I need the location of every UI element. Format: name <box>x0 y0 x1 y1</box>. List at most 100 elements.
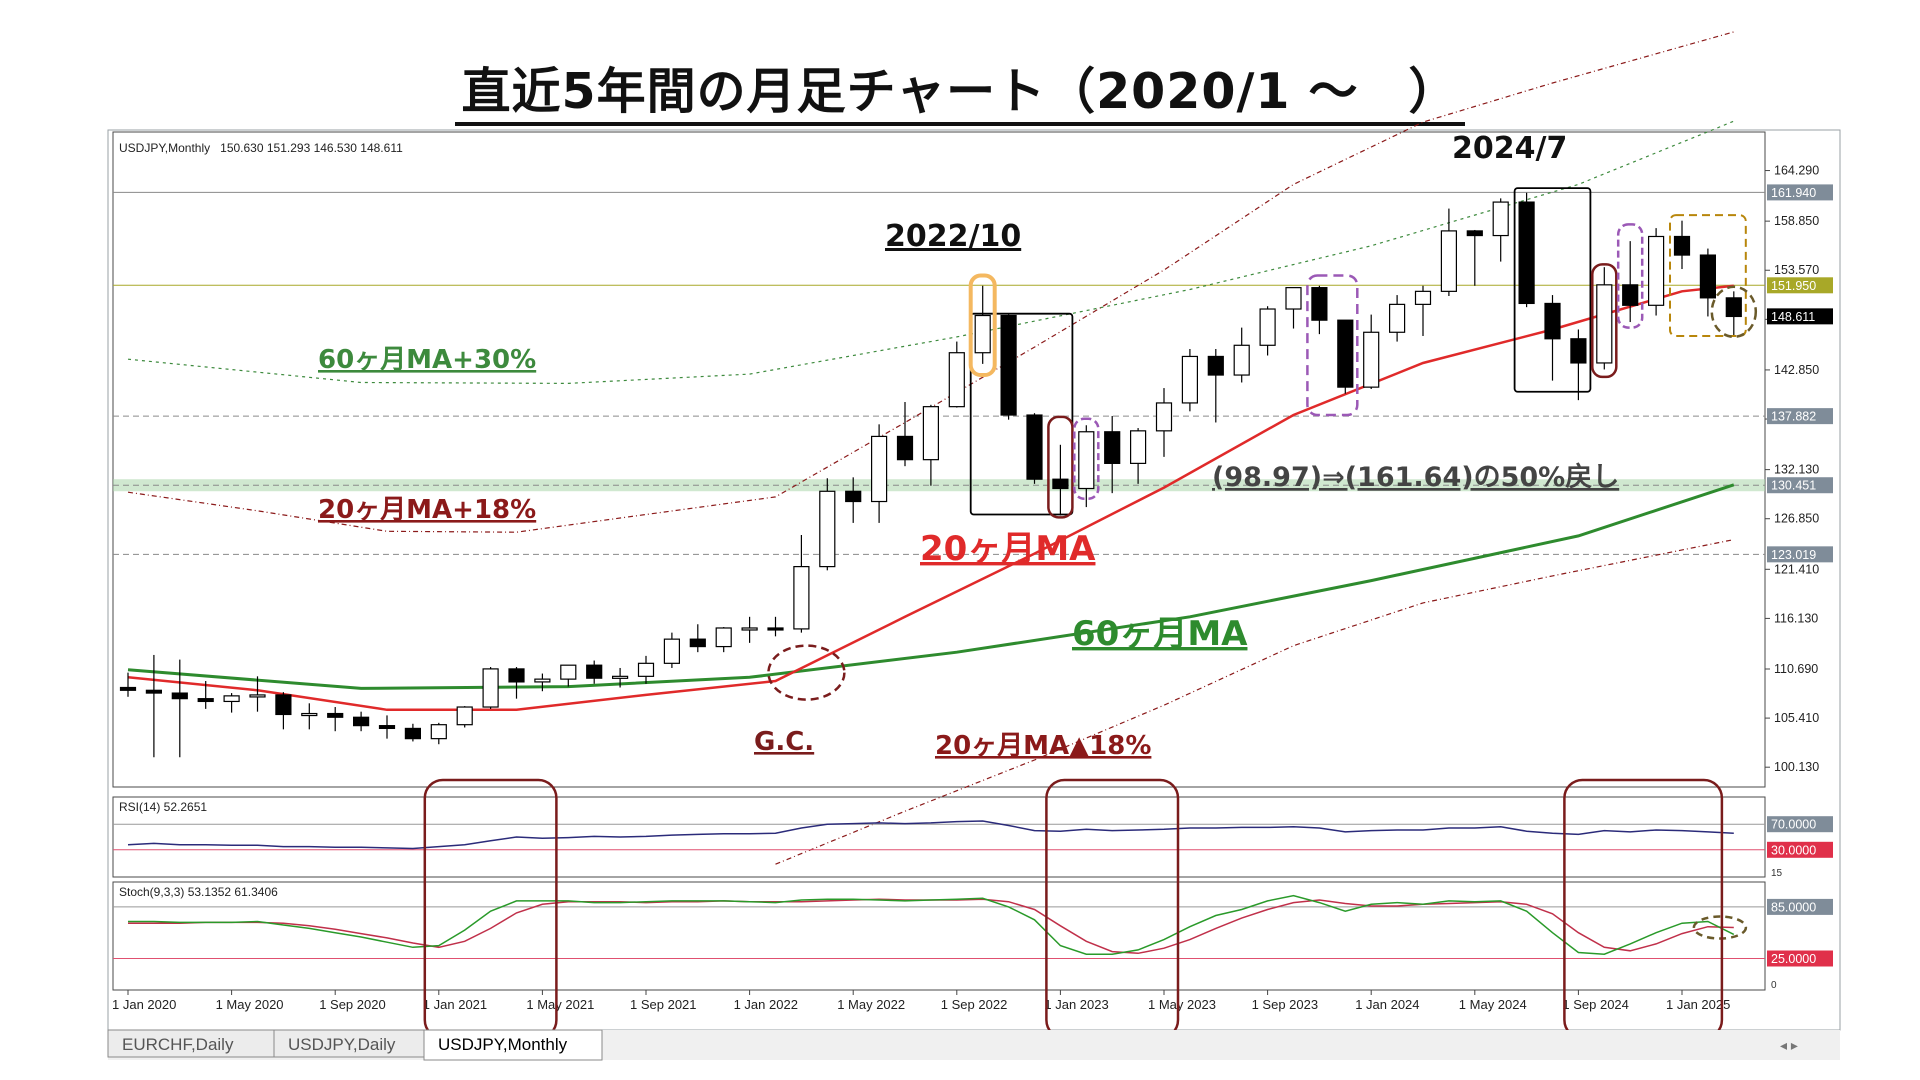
candle <box>482 667 499 709</box>
candle-body <box>715 627 732 648</box>
candle <box>1155 388 1173 457</box>
price-tick-label: 116.130 <box>1774 611 1818 625</box>
candle-body <box>845 490 862 503</box>
candle-body <box>534 678 551 683</box>
candle-body <box>482 668 499 708</box>
price-level-tag-label: 161.940 <box>1771 186 1816 200</box>
price-level-tag <box>1767 308 1833 325</box>
ohlc-values: 150.630 151.293 146.530 148.611 <box>220 141 403 155</box>
candle <box>1207 349 1224 423</box>
candle-body <box>1311 287 1328 321</box>
label-ma60: 60ヶ月MA <box>1072 614 1248 654</box>
price-tick-label: 105.410 <box>1774 711 1819 725</box>
circle-stoch-recent <box>1692 915 1748 940</box>
candle-body <box>974 314 991 354</box>
candle <box>767 616 784 637</box>
candle-body <box>1207 355 1224 376</box>
stoch-level-tag <box>1767 950 1833 967</box>
candle <box>1337 319 1354 394</box>
candle-body <box>1673 235 1691 256</box>
candle <box>145 654 162 758</box>
candle-body <box>1233 344 1250 376</box>
price-pane-border <box>112 131 1766 788</box>
candle <box>171 659 188 758</box>
candle <box>275 692 292 730</box>
candle-body <box>1492 201 1509 237</box>
candle-body <box>1026 414 1043 480</box>
candle <box>1363 314 1380 389</box>
candle <box>404 723 421 742</box>
candle-body <box>301 712 318 717</box>
candle-body <box>586 664 603 679</box>
time-tick-label: 1 May 2020 <box>216 997 284 1012</box>
box-2024-drop <box>1513 187 1592 393</box>
rsi-level-tag-label: 70.0000 <box>1771 818 1816 832</box>
time-tick-label: 1 Sep 2021 <box>630 997 697 1012</box>
tab-label: EURCHF,Daily <box>122 1035 234 1054</box>
time-tick-label: 1 Sep 2020 <box>319 997 386 1012</box>
candle <box>223 693 240 713</box>
candle-body <box>1725 297 1742 318</box>
price-level-tag <box>1767 408 1833 425</box>
candle <box>819 478 836 571</box>
tab-usdjpy-monthly[interactable]: USDJPY,Monthly <box>423 1029 603 1061</box>
box-2024-10-red <box>1591 263 1618 379</box>
price-level-tag-label: 137.882 <box>1771 410 1816 424</box>
candle-body <box>1570 338 1587 364</box>
stoch-main-line <box>128 894 1735 955</box>
candle <box>611 667 629 688</box>
stoch-pane-border <box>112 881 1766 991</box>
candle <box>327 707 344 732</box>
label-ma20: 20ヶ月MA <box>920 529 1096 569</box>
stoch-header: Stoch(9,3,3) 53.1352 61.3406 <box>119 885 278 899</box>
candle-body <box>1259 308 1276 346</box>
candle <box>430 722 447 745</box>
time-tick-label: 1 Sep 2022 <box>941 997 1008 1012</box>
price-level-tag-label: 151.950 <box>1771 279 1816 293</box>
candle <box>870 424 888 523</box>
label-retracement: (98.97)⇒(161.64)の50%戻し <box>1212 462 1619 493</box>
candle-body <box>1699 254 1717 299</box>
candle-body <box>560 664 577 680</box>
candle <box>1388 295 1406 342</box>
candle <box>896 402 914 467</box>
candle <box>974 285 991 364</box>
candle-body <box>793 566 810 630</box>
candle <box>560 664 577 687</box>
circle-golden-cross <box>767 644 846 701</box>
candle <box>534 673 551 692</box>
candle-body <box>1285 287 1302 310</box>
candle <box>1311 285 1328 335</box>
candle-body <box>327 712 344 718</box>
ma60-plus30-line <box>127 120 1735 385</box>
box-2022-drop <box>969 312 1074 516</box>
tab-usdjpy-daily[interactable]: USDJPY,Daily <box>273 1029 425 1058</box>
oscillator-panes: RSI(14) 52.2651 70.0000 30.0000 15 Stoch(9,3… <box>113 800 1833 991</box>
tab-shape <box>273 1029 425 1058</box>
price-tick-label: 121.410 <box>1774 562 1819 576</box>
tab-eurchf-daily[interactable]: EURCHF,Daily <box>107 1029 275 1058</box>
price-tick-label: 164.290 <box>1774 164 1819 178</box>
time-tick-label: 1 Sep 2024 <box>1562 997 1629 1012</box>
price-tick-label: 142.850 <box>1774 363 1819 377</box>
rsi-pane-border <box>112 796 1766 878</box>
box-2025-tan <box>1669 214 1747 337</box>
time-tick-label: 1 Jan 2022 <box>734 997 798 1012</box>
page-title-text: 直近5年間の月足チャート（2020/1 ～ ） <box>455 63 1465 126</box>
candle <box>689 624 706 653</box>
candle-body <box>1000 314 1017 416</box>
candle-body <box>1129 430 1147 464</box>
stoch-level-tag-label: 85.0000 <box>1771 900 1816 914</box>
candle-body <box>508 668 525 683</box>
candle-body <box>689 638 706 648</box>
indicator-lines <box>127 31 1735 865</box>
candle <box>1622 241 1639 323</box>
candle-body <box>948 352 965 408</box>
candle <box>1104 415 1121 494</box>
candle-body <box>353 716 370 727</box>
candle-body <box>1078 431 1095 490</box>
tab-label: USDJPY,Daily <box>288 1035 396 1054</box>
label-2024-7: 2024/7 <box>1452 131 1567 166</box>
candle <box>301 703 318 730</box>
rsi-header: RSI(14) 52.2651 <box>119 800 207 814</box>
